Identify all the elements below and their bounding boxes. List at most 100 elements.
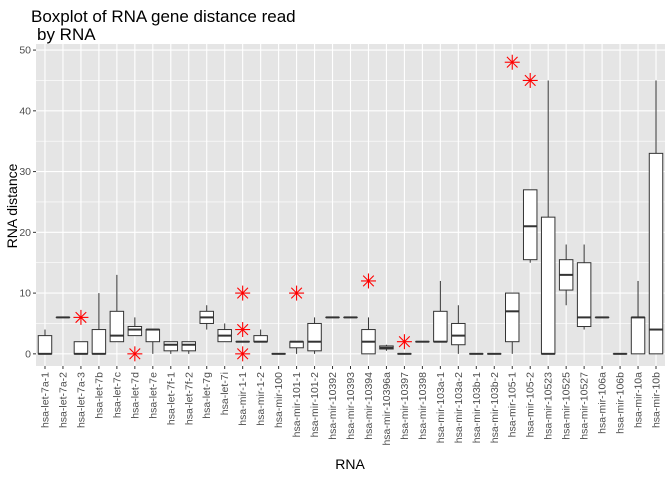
x-tick-label: hsa-mir-101-2: [309, 372, 321, 438]
boxes: [37, 54, 664, 362]
outlier-marker: [235, 346, 251, 362]
box-body: [109, 310, 125, 343]
box-hsa-mir-101-1: [289, 285, 305, 354]
box-hsa-mir-10396a: [379, 344, 394, 351]
box-body: [73, 341, 89, 355]
y-tick-label: 40: [19, 105, 31, 117]
box-hsa-let-7e: [145, 328, 161, 354]
x-tick-label: hsa-mir-101-1: [291, 372, 303, 438]
box-hsa-let-7c: [109, 274, 125, 343]
x-tick-label: hsa-mir-103b-2: [489, 372, 501, 443]
box-body: [181, 341, 196, 352]
outlier-marker: [235, 285, 251, 301]
outlier-stroke: [236, 323, 249, 336]
outlier-stroke: [236, 348, 249, 360]
x-tick-label: hsa-let-7a-3: [75, 372, 87, 428]
x-tick-label: hsa-mir-103a-1: [435, 372, 447, 443]
box-hsa-let-7d: [127, 317, 143, 362]
outlier-stroke: [506, 56, 518, 68]
box-body: [433, 310, 448, 343]
x-tick-label: hsa-let-7a-2: [57, 372, 69, 428]
x-tick-label: hsa-mir-10527: [579, 372, 591, 440]
box-body: [576, 262, 592, 328]
x-tick-label: hsa-let-7g: [201, 372, 213, 419]
x-tick-label: hsa-mir-10a: [633, 372, 645, 428]
box-body: [307, 322, 322, 352]
x-tick-label: hsa-mir-106a: [597, 372, 609, 434]
box-hsa-mir-10525: [558, 244, 574, 306]
x-tick-label: hsa-let-7f-1: [165, 372, 177, 425]
outlier-marker: [360, 273, 376, 289]
x-tick-label: hsa-mir-10397: [399, 372, 411, 440]
box-body: [522, 189, 538, 261]
x-tick-label: hsa-mir-1-2: [255, 372, 267, 426]
box-hsa-mir-1-1: [235, 285, 251, 362]
box-hsa-let-7a-3: [73, 309, 89, 355]
box-hsa-mir-10a: [630, 280, 646, 355]
x-tick-label: hsa-let-7i: [219, 372, 231, 415]
box-body: [91, 329, 107, 355]
x-tick-label: hsa-mir-10523: [543, 372, 555, 440]
box-body: [505, 292, 520, 343]
x-tick-label: hsa-mir-10b: [651, 372, 663, 428]
x-tick-label: hsa-let-7f-2: [183, 372, 195, 425]
x-tick-label: hsa-let-7b: [93, 372, 105, 419]
x-axis: hsa-let-7a-1 hsa-let-7a-2 hsa-let-7a-3 hsa-…: [39, 366, 663, 446]
x-tick-label: hsa-mir-105-2: [525, 372, 537, 438]
box-hsa-mir-10397: [396, 334, 412, 355]
box-body: [648, 152, 664, 355]
box-hsa-let-7i: [217, 323, 232, 343]
x-tick-label: hsa-mir-10394: [363, 372, 375, 440]
outlier-stroke: [362, 275, 375, 287]
box-hsa-mir-1-2: [253, 329, 268, 343]
x-tick-label: hsa-let-7d: [129, 372, 141, 419]
box-hsa-mir-10527: [576, 244, 592, 330]
chart-title: Boxplot of RNA gene distance read: [31, 7, 296, 26]
outlier-marker: [289, 285, 305, 301]
x-tick-label: hsa-mir-103b-1: [471, 372, 483, 443]
x-tick-label: hsa-mir-106b: [615, 372, 627, 434]
box-hsa-mir-103a-1: [433, 280, 448, 343]
x-tick-label: hsa-mir-1-1: [237, 372, 249, 426]
box-body: [540, 216, 556, 355]
y-tick-label: 20: [19, 227, 31, 239]
x-tick-label: hsa-mir-10396a: [381, 372, 393, 446]
outlier-marker: [522, 72, 538, 88]
outlier-stroke: [524, 74, 536, 87]
box-hsa-mir-103a-2: [451, 305, 466, 354]
outlier-stroke: [75, 311, 87, 324]
box-hsa-let-7a-1: [37, 329, 53, 355]
chart-subtitle: by RNA: [37, 25, 96, 44]
x-tick-label: hsa-let-7a-1: [39, 372, 51, 428]
x-tick-label: hsa-let-7e: [147, 372, 159, 419]
box-hsa-mir-10523: [540, 80, 556, 355]
x-tick-label: hsa-mir-10393: [345, 372, 357, 440]
box-body: [630, 316, 646, 355]
outlier-stroke: [129, 348, 141, 360]
x-tick-label: hsa-mir-10392: [327, 372, 339, 440]
x-tick-label: hsa-mir-105-1: [507, 372, 519, 438]
box-hsa-mir-105-1: [504, 54, 520, 354]
y-tick-label: 50: [19, 45, 31, 57]
box-hsa-let-7f-1: [163, 341, 179, 354]
box-hsa-let-7g: [199, 305, 214, 330]
box-body: [163, 341, 179, 352]
box-hsa-mir-10394: [360, 273, 376, 355]
y-tick-label: 0: [25, 348, 31, 360]
x-axis-title: RNA: [335, 456, 365, 472]
outlier-marker: [127, 346, 143, 362]
box-hsa-mir-101-2: [307, 317, 322, 354]
y-axis: 0 10 20 30 40 50: [19, 45, 36, 360]
x-tick-label: hsa-mir-10525: [561, 372, 573, 440]
box-hsa-let-7f-2: [181, 341, 196, 354]
box-body: [37, 335, 53, 355]
box-body: [127, 326, 143, 337]
outlier-marker: [235, 322, 251, 338]
outlier-stroke: [398, 336, 411, 348]
y-tick-label: 10: [19, 288, 31, 300]
box-hsa-mir-105-2: [522, 72, 538, 263]
box-hsa-let-7b: [91, 293, 107, 355]
box-body: [451, 322, 466, 346]
outlier-marker: [73, 309, 89, 325]
